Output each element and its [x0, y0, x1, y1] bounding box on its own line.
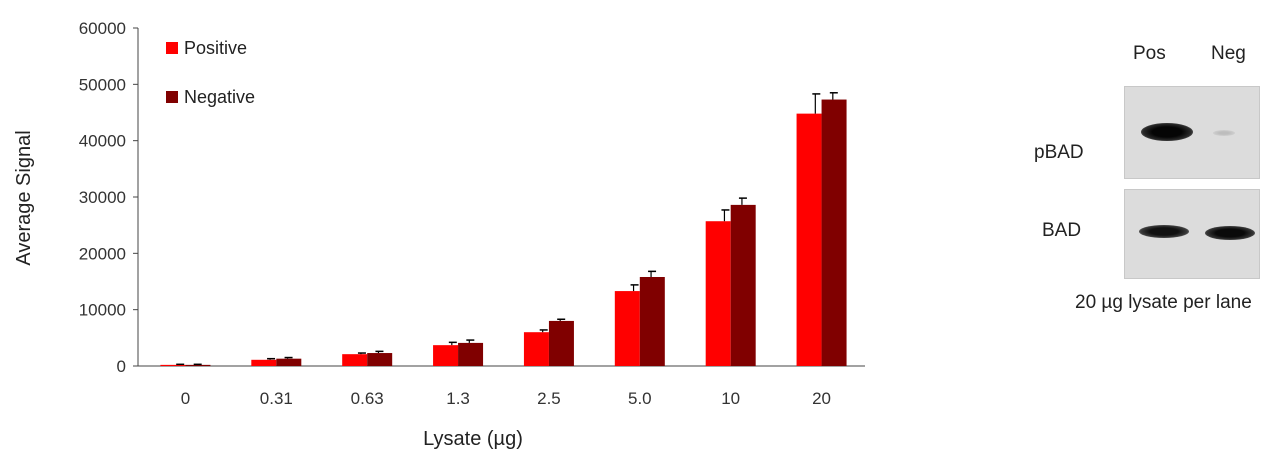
x-tick-label: 1.3: [446, 389, 470, 408]
x-axis-ticks: 0 0.31 0.63 1.3 2.5 5.0 10 20: [181, 389, 831, 408]
x-tick-label: 2.5: [537, 389, 561, 408]
legend: Positive Negative: [166, 38, 255, 107]
bar-positive-5.0: [614, 291, 640, 366]
bar-negative-2.5: [548, 320, 574, 366]
x-tick-label: 5.0: [628, 389, 652, 408]
legend-label-negative: Negative: [184, 87, 255, 107]
y-tick-label: 60000: [79, 19, 126, 38]
row-label-pbad: pBAD: [1034, 142, 1084, 163]
bar-negative-0.31: [276, 358, 302, 366]
band-pbad-neg: [1213, 130, 1235, 136]
y-tick-label: 50000: [79, 75, 126, 94]
bar-negative-1.3: [458, 342, 484, 366]
bar-positive-10: [705, 221, 731, 366]
bar-chart: 0 10000 20000 30000 40000 50000 60000 0 0.31 0.6…: [13, 19, 865, 450]
bar-negative-0.63: [367, 353, 393, 366]
blot-image-bad: [1124, 189, 1260, 279]
bar-negative-20: [821, 99, 847, 366]
bar-negative-0: [185, 364, 211, 366]
x-tick-label: 0.31: [260, 389, 293, 408]
x-axis-title: Lysate (µg): [423, 428, 523, 450]
bars: [160, 92, 847, 366]
y-tick-label: 20000: [79, 244, 126, 263]
bar-positive-1.3: [433, 345, 459, 366]
bar-negative-5.0: [639, 276, 665, 366]
y-axis-title: Average Signal: [13, 130, 35, 265]
blot-image-pbad: [1124, 86, 1260, 179]
lane-label-pos: Pos: [1133, 43, 1166, 64]
y-tick-label: 30000: [79, 188, 126, 207]
y-tick-label: 40000: [79, 132, 126, 151]
legend-swatch-negative: [166, 91, 178, 103]
legend-swatch-positive: [166, 42, 178, 54]
bar-positive-0: [160, 364, 186, 366]
band-bad-pos: [1139, 225, 1189, 238]
x-tick-label: 0.63: [351, 389, 384, 408]
band-pbad-pos: [1141, 123, 1193, 141]
lane-label-neg: Neg: [1211, 43, 1246, 64]
x-tick-label: 0: [181, 389, 190, 408]
x-tick-label: 20: [812, 389, 831, 408]
bar-positive-0.31: [251, 359, 277, 366]
row-label-bad: BAD: [1042, 220, 1082, 241]
bar-positive-20: [796, 113, 822, 366]
legend-label-positive: Positive: [184, 38, 247, 58]
y-tick-label: 10000: [79, 301, 126, 320]
blot-caption: 20 µg lysate per lane: [1075, 292, 1252, 313]
y-tick-label: 0: [117, 357, 126, 376]
band-bad-neg: [1205, 226, 1255, 240]
bar-negative-10: [730, 204, 756, 366]
y-axis-ticks: 0 10000 20000 30000 40000 50000 60000: [79, 19, 138, 376]
bar-positive-0.63: [342, 354, 368, 366]
x-tick-label: 10: [721, 389, 740, 408]
bar-positive-2.5: [523, 332, 549, 366]
